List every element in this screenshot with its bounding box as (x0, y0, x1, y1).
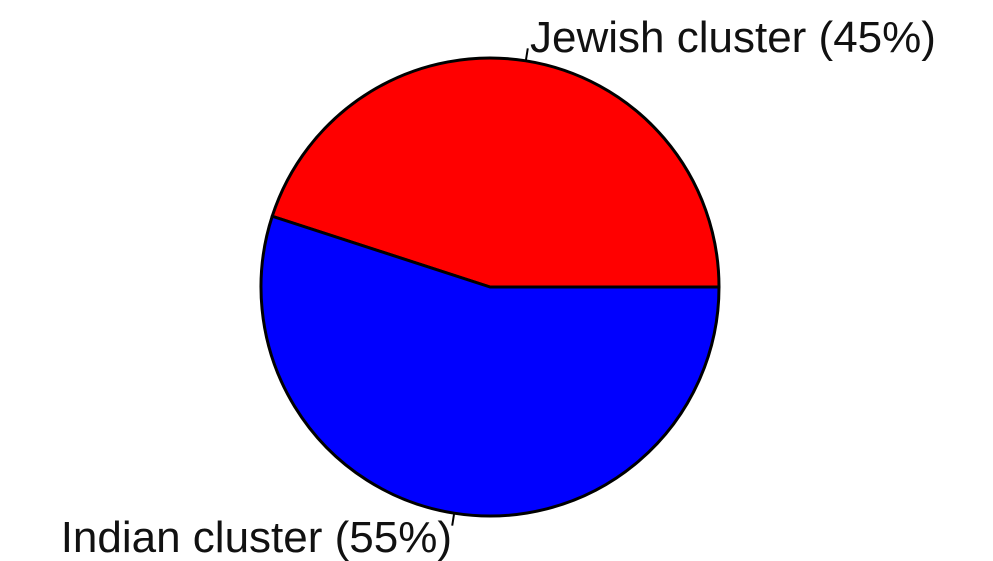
pie-labels: Jewish cluster (45%) Indian cluster (55%) (61, 13, 936, 561)
pie-slice-2 (259, 214, 721, 518)
slice-label-1: Jewish cluster (45%) (530, 13, 936, 62)
leader-line-1 (524, 48, 529, 61)
pie-slice-1 (270, 56, 721, 289)
pie-slices (259, 56, 721, 518)
label-leader-lines (451, 48, 529, 526)
leader-line-2 (451, 513, 456, 526)
slice-label-2: Indian cluster (55%) (61, 513, 452, 561)
